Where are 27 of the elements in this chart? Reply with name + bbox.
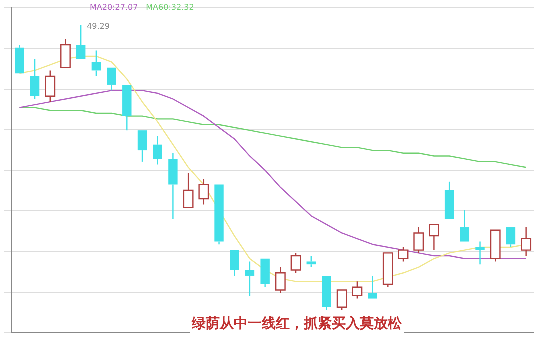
candlestick [260, 258, 270, 288]
candlestick [214, 184, 224, 246]
candlestick [76, 24, 86, 60]
annotation: 49.29 [87, 22, 110, 32]
candlestick [460, 210, 470, 242]
candlestick [30, 58, 40, 100]
candlestick [92, 50, 102, 78]
candlestick [198, 178, 210, 206]
candlestick [183, 172, 194, 208]
candlestick [429, 224, 440, 251]
candlestick [15, 44, 24, 74]
text: MA60:32.32 [146, 3, 194, 12]
candlestick [245, 261, 255, 297]
candlestick [476, 241, 485, 266]
candlestick [45, 70, 56, 103]
candlestick [107, 68, 116, 92]
candlestick [368, 275, 378, 299]
candlestick [275, 266, 286, 294]
candlestick [122, 84, 132, 132]
text: MA20:27.07 [90, 3, 138, 12]
candlestick [138, 130, 148, 163]
candlestick [60, 38, 71, 68]
candlestick [521, 226, 532, 257]
candlestick [322, 276, 332, 311]
text: 绿荫从中一线红，抓紧买入莫放松 [192, 315, 402, 333]
candlestick [168, 152, 178, 220]
candlestick [153, 136, 162, 166]
